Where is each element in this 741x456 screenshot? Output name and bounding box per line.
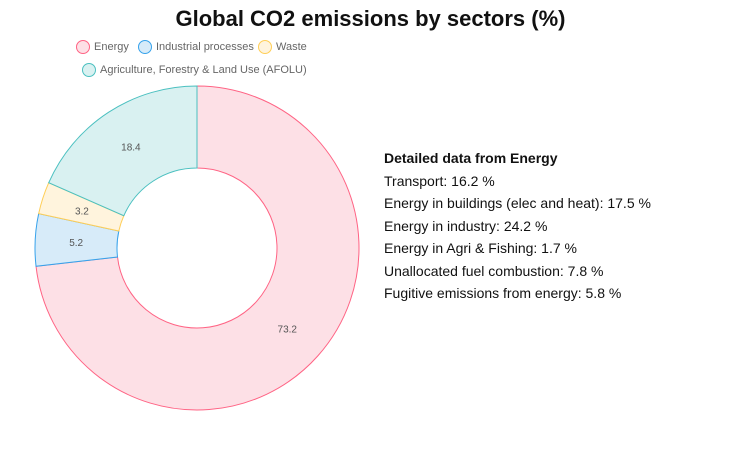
- legend-item[interactable]: Waste: [258, 40, 307, 54]
- details-item: Unallocated fuel combustion: 7.8 %: [384, 262, 604, 279]
- doughnut-slice[interactable]: [35, 85, 360, 411]
- legend-item[interactable]: Energy: [76, 40, 129, 54]
- legend-item[interactable]: Industrial processes: [138, 40, 254, 54]
- legend-swatch: [258, 40, 272, 54]
- details-heading: Detailed data from Energy: [384, 150, 558, 166]
- legend-swatch: [76, 40, 90, 54]
- details-item: Energy in buildings (elec and heat): 17.…: [384, 195, 651, 211]
- legend-label: Agriculture, Forestry & Land Use (AFOLU): [100, 64, 307, 76]
- details-item: Transport: 16.2 %: [384, 172, 495, 189]
- data-label: 5.2: [69, 238, 83, 249]
- legend-label: Energy: [94, 41, 129, 53]
- data-label: 18.4: [121, 143, 141, 154]
- details-item: Energy in Agri & Fishing: 1.7 %: [384, 240, 577, 256]
- doughnut-slice[interactable]: [48, 85, 198, 217]
- legend-swatch: [82, 63, 96, 77]
- details-item: Energy in industry: 24.2 %: [384, 217, 548, 234]
- chart-title: Global CO2 emissions by sectors (%): [175, 6, 566, 31]
- data-label: 73.2: [278, 325, 298, 336]
- legend-label: Waste: [276, 41, 307, 53]
- legend-item[interactable]: Agriculture, Forestry & Land Use (AFOLU): [82, 63, 307, 77]
- data-label: 3.2: [75, 207, 89, 218]
- details-item: Fugitive emissions from energy: 5.8 %: [384, 285, 622, 301]
- legend-swatch: [138, 40, 152, 54]
- legend-label: Industrial processes: [156, 41, 254, 53]
- details-panel: Detailed data from Energy Transport: 16.…: [384, 147, 651, 305]
